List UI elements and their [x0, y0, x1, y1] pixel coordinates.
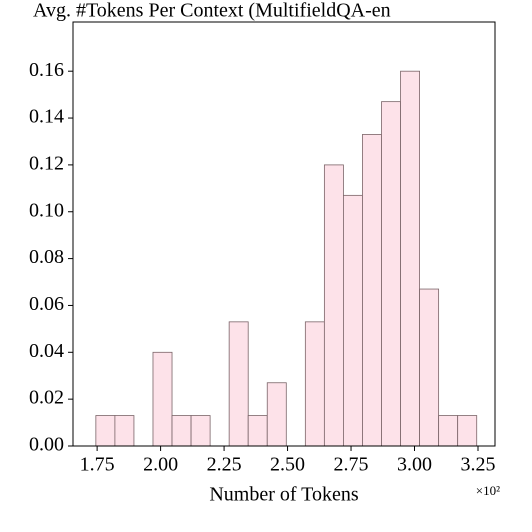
bar	[400, 70, 420, 447]
bar	[438, 415, 459, 447]
bar	[457, 415, 478, 447]
x-axis-label: Number of Tokens	[209, 484, 359, 506]
bar	[266, 382, 287, 447]
bar	[95, 415, 116, 447]
y-tick-label: 0.06	[29, 293, 64, 315]
bar	[152, 351, 173, 447]
x-tick-label: 2.75	[334, 454, 369, 476]
y-tick-label: 0.00	[29, 434, 64, 456]
x-tick-label: 3.25	[460, 454, 495, 476]
y-tick-label: 0.14	[29, 106, 64, 128]
y-tick-label: 0.04	[29, 340, 64, 362]
bar	[419, 288, 440, 447]
x-offset-label: ×10²	[476, 483, 500, 498]
bar	[190, 415, 211, 447]
bar	[247, 415, 268, 447]
y-tick-label: 0.02	[29, 387, 64, 409]
x-tick-label: 3.00	[397, 454, 432, 476]
y-tick-label: 0.16	[29, 59, 64, 81]
x-tick-label: 2.50	[270, 454, 305, 476]
y-tick-label: 0.08	[29, 246, 64, 268]
x-tick-label: 2.25	[207, 454, 242, 476]
bar	[114, 415, 135, 447]
x-tick-label: 1.75	[80, 454, 115, 476]
y-tick-label: 0.10	[29, 199, 64, 221]
plot-frame	[72, 21, 496, 447]
bar	[171, 415, 192, 447]
bar	[323, 164, 344, 447]
bar	[343, 194, 363, 447]
y-tick-label: 0.12	[29, 152, 64, 174]
bar	[228, 321, 249, 447]
bar	[362, 134, 382, 447]
x-tick-label: 2.00	[143, 454, 178, 476]
bar	[381, 101, 401, 447]
chart-title: Avg. #Tokens Per Context (MultifieldQA-e…	[33, 0, 391, 22]
bar	[304, 321, 325, 447]
